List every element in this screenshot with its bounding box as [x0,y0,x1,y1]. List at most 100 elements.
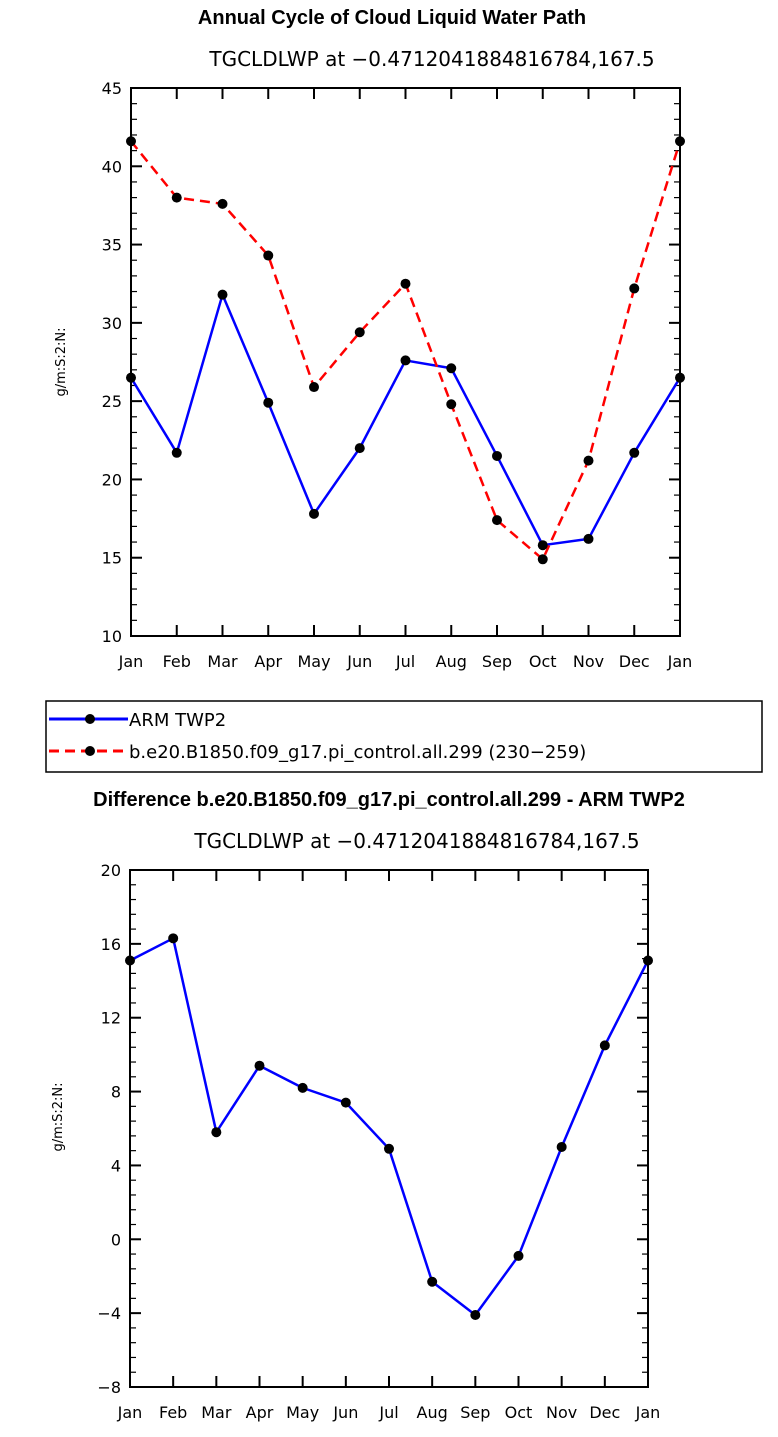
bottom-chart-xtick-label: Jun [332,1403,358,1422]
bottom-chart-ytick-label: −8 [97,1378,121,1397]
top-chart-series-1-point [354,327,365,338]
bottom-chart-ytick-label: 20 [101,861,121,880]
legend: ARM TWP2 b.e20.B1850.f09_g17.pi_control.… [45,700,763,773]
bottom-chart-series-0-point [556,1141,567,1152]
bottom-chart-ytick-label: 4 [111,1156,121,1175]
bottom-chart-series-0-point [643,955,653,966]
top-chart-xtick-label: Mar [207,652,238,671]
bottom-chart-xtick-label: Jul [378,1403,398,1422]
bottom-chart-subtitle: TGCLDLWP at −0.4712041884816784,167.5 [193,829,639,853]
top-chart-xtick-label: Dec [619,652,650,671]
bottom-chart-xtick-label: Dec [589,1403,620,1422]
bottom-chart-series-0-point [599,1040,610,1051]
top-chart-ytick-label: 45 [102,79,122,98]
bottom-chart-ylabel: g/m:S:2:N: [51,1082,66,1151]
top-chart-xtick-label: Oct [529,652,557,671]
top-chart-ytick-label: 30 [102,314,122,333]
bottom-chart-series-0-point [254,1060,265,1071]
top-chart-series-0-point [171,447,182,458]
top-chart-title: Annual Cycle of Cloud Liquid Water Path [198,7,586,29]
top-chart-series-0-point [126,372,136,383]
top-chart-xtick-label: May [297,652,330,671]
bottom-chart-xtick-label: Jan [635,1403,661,1422]
bottom-chart-xtick-label: Sep [460,1403,490,1422]
top-chart-xtick-label: Jan [667,652,693,671]
top-chart-xtick-label: Nov [573,652,604,671]
top-chart-series-0-point [492,450,502,461]
top-chart-xtick-label: Jun [346,652,372,671]
bottom-chart-ytick-label: −4 [97,1304,121,1323]
top-chart-xtick-label: Aug [436,652,467,671]
top-chart-series-1-point [492,515,502,526]
bottom-chart-title: Difference b.e20.B1850.f09_g17.pi_contro… [93,789,685,811]
top-chart-y-axis: 10 15 20 25 30 35 40 45 [102,79,680,646]
legend-label-model: b.e20.B1850.f09_g17.pi_control.all.299 (… [129,742,586,763]
top-chart-series-0-point [629,447,640,458]
bottom-chart-series-0-point [211,1127,222,1138]
top-chart-series-0-point [400,355,411,366]
top-chart-series-1-point [629,283,640,294]
bottom-chart-series-0-point [427,1276,438,1287]
bottom-chart-ytick-label: 0 [111,1230,121,1249]
top-chart-series-1-point [675,136,685,147]
bottom-chart-ytick-label: 12 [101,1009,121,1028]
bottom-chart-ytick-label: 16 [101,935,121,954]
bottom-chart-y-axis: −8 −4 0 4 8 12 16 20 [97,861,648,1397]
top-chart-series-0-point [217,289,228,300]
top-chart-series-1-point [446,399,457,410]
bottom-chart-xtick-label: May [286,1403,319,1422]
bottom-chart-series-0-point [168,933,179,944]
top-chart-ytick-label: 20 [102,470,122,489]
top-chart-xtick-label: Jan [118,652,144,671]
top-chart-series-0-point [537,540,548,551]
top-chart-xtick-label: Apr [254,652,282,671]
top-chart-series-1-point [537,554,548,565]
top-chart-series-0-point [309,508,319,519]
top-chart-series-line-1 [130,140,682,561]
bottom-chart-series-0-point [470,1309,481,1320]
top-chart-series-1-point [309,382,319,393]
top-chart-ytick-label: 15 [102,549,122,568]
bottom-chart-series-0-point [125,955,135,966]
bottom-chart-xtick-label: Nov [546,1403,577,1422]
bottom-chart-series [125,933,653,1320]
legend-marker-model [85,746,95,756]
bottom-chart-series-line-0 [129,937,650,1317]
top-chart-ytick-label: 10 [102,627,122,646]
bottom-chart-series-0-point [297,1082,308,1093]
top-chart-series-1-point [263,250,274,261]
bottom-chart-xtick-label: Oct [505,1403,533,1422]
top-chart-x-axis: Jan Feb Mar Apr May Jun Jul Aug Sep Oct Nov Dec Jan [118,88,693,671]
top-chart-ytick-label: 40 [102,157,122,176]
top-chart-xtick-label: Jul [395,652,415,671]
bottom-chart-series-0-point [384,1143,394,1154]
top-chart-xtick-label: Feb [163,652,191,671]
top-chart-subtitle: TGCLDLWP at −0.4712041884816784,167.5 [208,47,654,71]
legend-marker-arm [85,714,95,724]
bottom-chart: Difference b.e20.B1850.f09_g17.pi_contro… [51,789,685,1422]
top-chart-ytick-label: 35 [102,236,122,255]
top-chart-series-0-point [263,397,274,408]
top-chart-ytick-label: 25 [102,392,122,411]
top-chart-series-1-point [171,192,182,203]
bottom-chart-x-axis: Jan Feb Mar Apr May Jun Jul Aug Sep Oct Nov Dec Jan [117,870,661,1422]
top-chart-ylabel: g/m:S:2:N: [54,327,69,396]
bottom-chart-xtick-label: Apr [246,1403,274,1422]
top-chart: Annual Cycle of Cloud Liquid Water Path … [54,7,692,671]
top-chart-xtick-label: Sep [482,652,512,671]
top-chart-series-1-point [583,455,594,466]
top-chart-series-0-point [583,533,594,544]
top-chart-series-line-0 [129,293,682,547]
bottom-chart-series-0-point [513,1250,524,1261]
top-chart-series-0-point [446,363,457,374]
bottom-chart-xtick-label: Aug [417,1403,448,1422]
legend-box [45,700,763,773]
top-chart-series-0-point [354,443,365,454]
top-chart-series-0-point [675,372,685,383]
bottom-chart-xtick-label: Mar [201,1403,232,1422]
top-chart-series [126,136,685,565]
bottom-chart-xtick-label: Feb [159,1403,187,1422]
top-chart-series-1-point [126,136,136,147]
top-chart-series-1-point [217,198,228,209]
